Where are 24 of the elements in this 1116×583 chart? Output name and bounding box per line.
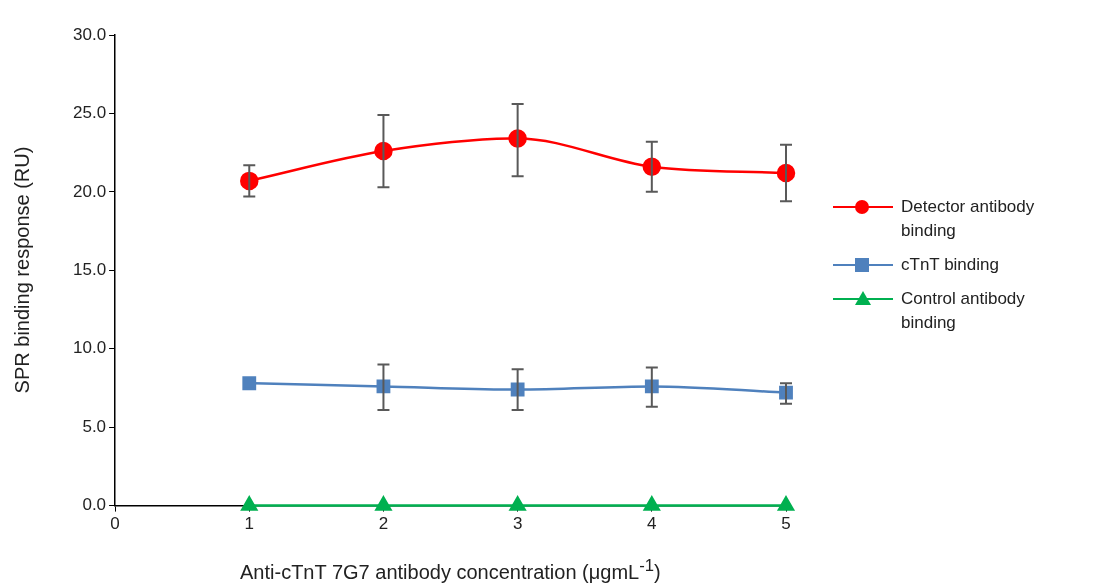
- y-tick-label: 15.0: [72, 259, 107, 279]
- point: [375, 496, 392, 511]
- point: [241, 496, 258, 511]
- legend-label: cTnT binding: [901, 255, 999, 275]
- x-tick-label: 0: [110, 514, 120, 534]
- y-tick-label: 25.0: [72, 103, 107, 123]
- point: [509, 496, 526, 511]
- x-axis-title: Anti-cTnT 7G7 antibody concentration (μgmL$^{-1}$): [240, 556, 661, 583]
- point: [777, 496, 795, 511]
- x-tick-label: 1: [244, 514, 254, 534]
- legend-label: Detector antibody binding: [901, 197, 1035, 241]
- y-axis-title: SPR binding response (RU): [10, 146, 34, 394]
- point: [242, 376, 257, 391]
- y-tick-label: 20.0: [72, 181, 107, 201]
- legend-label: Control antibody binding: [901, 289, 1025, 333]
- y-tick-label: 30.0: [72, 24, 107, 44]
- y-tick-label: 10.0: [72, 338, 107, 358]
- point: [643, 496, 660, 511]
- x-tick-label: 2: [378, 514, 389, 534]
- x-tick-label: 3: [512, 514, 523, 534]
- y-tick-label: 5.0: [82, 416, 107, 436]
- x-tick-label: 5: [781, 514, 791, 534]
- x-tick-label: 4: [647, 514, 657, 534]
- y-tick-label: 0.0: [82, 495, 107, 515]
